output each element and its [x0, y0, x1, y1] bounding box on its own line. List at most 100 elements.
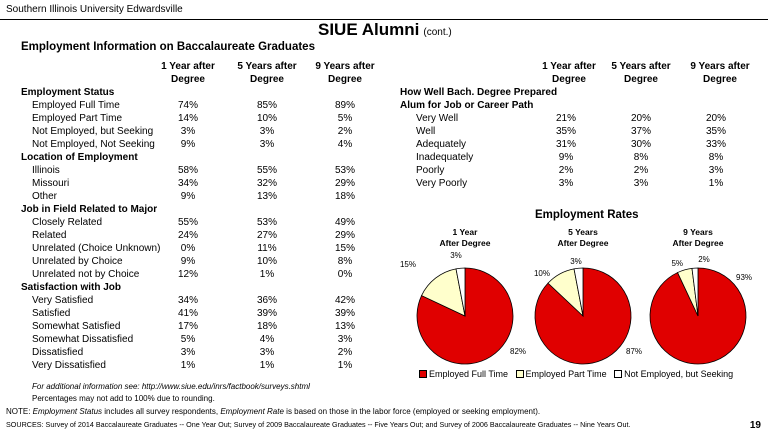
left-table-cell: 4%: [259, 334, 275, 345]
pie-title: After Degree: [557, 238, 608, 248]
left-table-row-label: Dissatisfied: [32, 347, 84, 358]
right-table-cell: 8%: [708, 152, 724, 163]
left-table-cell: 3%: [180, 126, 196, 137]
footer-info-url[interactable]: http://www.siue.edu/inrs/factbook/survey…: [141, 382, 310, 391]
pie-title: After Degree: [672, 238, 723, 248]
footer-rounding: Percentages may not add to 100% due to r…: [32, 394, 215, 403]
left-table-cell: 0%: [180, 243, 196, 254]
left-table-row-label: Illinois: [32, 165, 60, 176]
left-table-cell: 34%: [177, 178, 198, 189]
left-table-cell: 10%: [256, 256, 277, 267]
left-table-cell: 2%: [337, 126, 353, 137]
right-table-cell: 35%: [555, 126, 576, 137]
footer-note: NOTE: Employment Status includes all sur…: [6, 407, 540, 416]
left-col-header-5yr: 5 Years after Degree: [237, 61, 297, 85]
note-employment-status: Employment Status: [32, 407, 103, 416]
right-table-cell: 31%: [555, 139, 576, 150]
left-table-category: Satisfaction with Job: [21, 282, 122, 293]
section-title: Employment Information on Baccalaureate …: [21, 41, 315, 53]
left-table-cell: 3%: [180, 347, 196, 358]
right-table-category-line2: Alum for Job or Career Path: [400, 100, 534, 111]
legend-swatch-part-time: [515, 370, 524, 378]
left-table-cell: 53%: [256, 217, 277, 228]
pie-slice-seeking: [455, 267, 466, 317]
left-table-row-label: Very Satisfied: [32, 295, 94, 306]
left-table-row-label: Unrelated by Choice: [32, 256, 123, 267]
left-table-cell: 41%: [177, 308, 198, 319]
left-table-cell: 27%: [256, 230, 277, 241]
right-table-row-label: Adequately: [416, 139, 467, 150]
pie-title: 5 Years: [568, 227, 598, 237]
right-table-row-label: Very Well: [416, 113, 459, 124]
pie-data-label: 15%: [400, 260, 416, 269]
left-col-header-9yr: 9 Years after Degree: [315, 61, 375, 85]
note-text-2: is based on those in the labor force (em…: [283, 407, 541, 416]
page-number: 19: [749, 420, 761, 431]
header-divider: [0, 19, 768, 20]
left-table-cell: 5%: [180, 334, 196, 345]
note-prefix: NOTE:: [6, 407, 33, 416]
right-table-cell: 2%: [633, 165, 649, 176]
university-name: Southern Illinois University Edwardsvill…: [6, 4, 183, 15]
left-table-cell: 39%: [256, 308, 277, 319]
left-table-cell: 10%: [256, 113, 277, 124]
right-col-header-9yr: 9 Years after Degree: [690, 61, 750, 85]
left-table-cell: 24%: [177, 230, 198, 241]
left-table-cell: 58%: [177, 165, 198, 176]
left-table-category: Job in Field Related to Major: [21, 204, 158, 215]
left-table-category: Location of Employment: [21, 152, 138, 163]
right-table-cell: 3%: [633, 178, 649, 189]
pie-title: 1 Year: [453, 227, 479, 237]
page-title-sub: (cont.): [423, 27, 452, 38]
left-table-cell: 13%: [256, 191, 277, 202]
pie-slice-seeking: [573, 267, 584, 317]
legend-item-seeking: Not Employed, but Seeking: [614, 369, 733, 379]
left-table-cell: 1%: [259, 360, 275, 371]
left-table-cell: 49%: [334, 217, 355, 228]
legend-label-full-time: Employed Full Time: [429, 369, 509, 379]
left-table-cell: 2%: [337, 347, 353, 358]
left-table-row-label: Employed Part Time: [32, 113, 123, 124]
left-table-cell: 5%: [337, 113, 353, 124]
right-col-header-1yr: 1 Year after Degree: [542, 61, 596, 85]
left-table-cell: 18%: [334, 191, 355, 202]
right-table-cell: 9%: [558, 152, 574, 163]
right-col-header-5yr: 5 Years after Degree: [611, 61, 671, 85]
left-table-row-label: Somewhat Satisfied: [32, 321, 121, 332]
left-table-cell: 3%: [259, 126, 275, 137]
pie-data-label: 3%: [450, 251, 462, 260]
left-table-row-label: Related: [32, 230, 67, 241]
left-table-cell: 1%: [259, 269, 275, 280]
pie-data-label: 10%: [534, 269, 550, 278]
left-table-row-label: Not Employed, but Seeking: [32, 126, 154, 137]
left-table-cell: 9%: [180, 256, 196, 267]
right-table-row-label: Well: [416, 126, 436, 137]
left-table-cell: 36%: [256, 295, 277, 306]
right-table-cell: 20%: [630, 113, 651, 124]
left-table-row-label: Very Dissatisfied: [32, 360, 106, 371]
left-table-row-label: Unrelated (Choice Unknown): [32, 243, 161, 254]
legend-label-seeking: Not Employed, but Seeking: [624, 369, 734, 379]
left-table-cell: 42%: [334, 295, 355, 306]
left-table-category: Employment Status: [21, 87, 115, 98]
left-table-cell: 15%: [334, 243, 355, 254]
right-table-cell: 8%: [633, 152, 649, 163]
right-table-cell: 37%: [630, 126, 651, 137]
left-table-cell: 11%: [257, 243, 277, 254]
left-table-row-label: Closely Related: [32, 217, 103, 228]
left-table-cell: 4%: [337, 139, 353, 150]
pie-data-label: 2%: [698, 255, 710, 264]
pie-data-label: 5%: [671, 259, 683, 268]
left-col-header-1yr: 1 Year after Degree: [161, 61, 215, 85]
right-table-row-label: Inadequately: [416, 152, 474, 163]
left-table-cell: 12%: [177, 269, 198, 280]
pie-title: After Degree: [439, 238, 490, 248]
legend-item-part-time: Employed Part Time: [515, 369, 607, 379]
right-table-row-label: Poorly: [416, 165, 445, 176]
pie-data-label: 3%: [570, 257, 582, 266]
left-table-cell: 0%: [337, 269, 353, 280]
left-table-cell: 74%: [177, 100, 198, 111]
legend-swatch-seeking: [614, 370, 623, 378]
left-table-row-label: Not Employed, Not Seeking: [32, 139, 155, 150]
